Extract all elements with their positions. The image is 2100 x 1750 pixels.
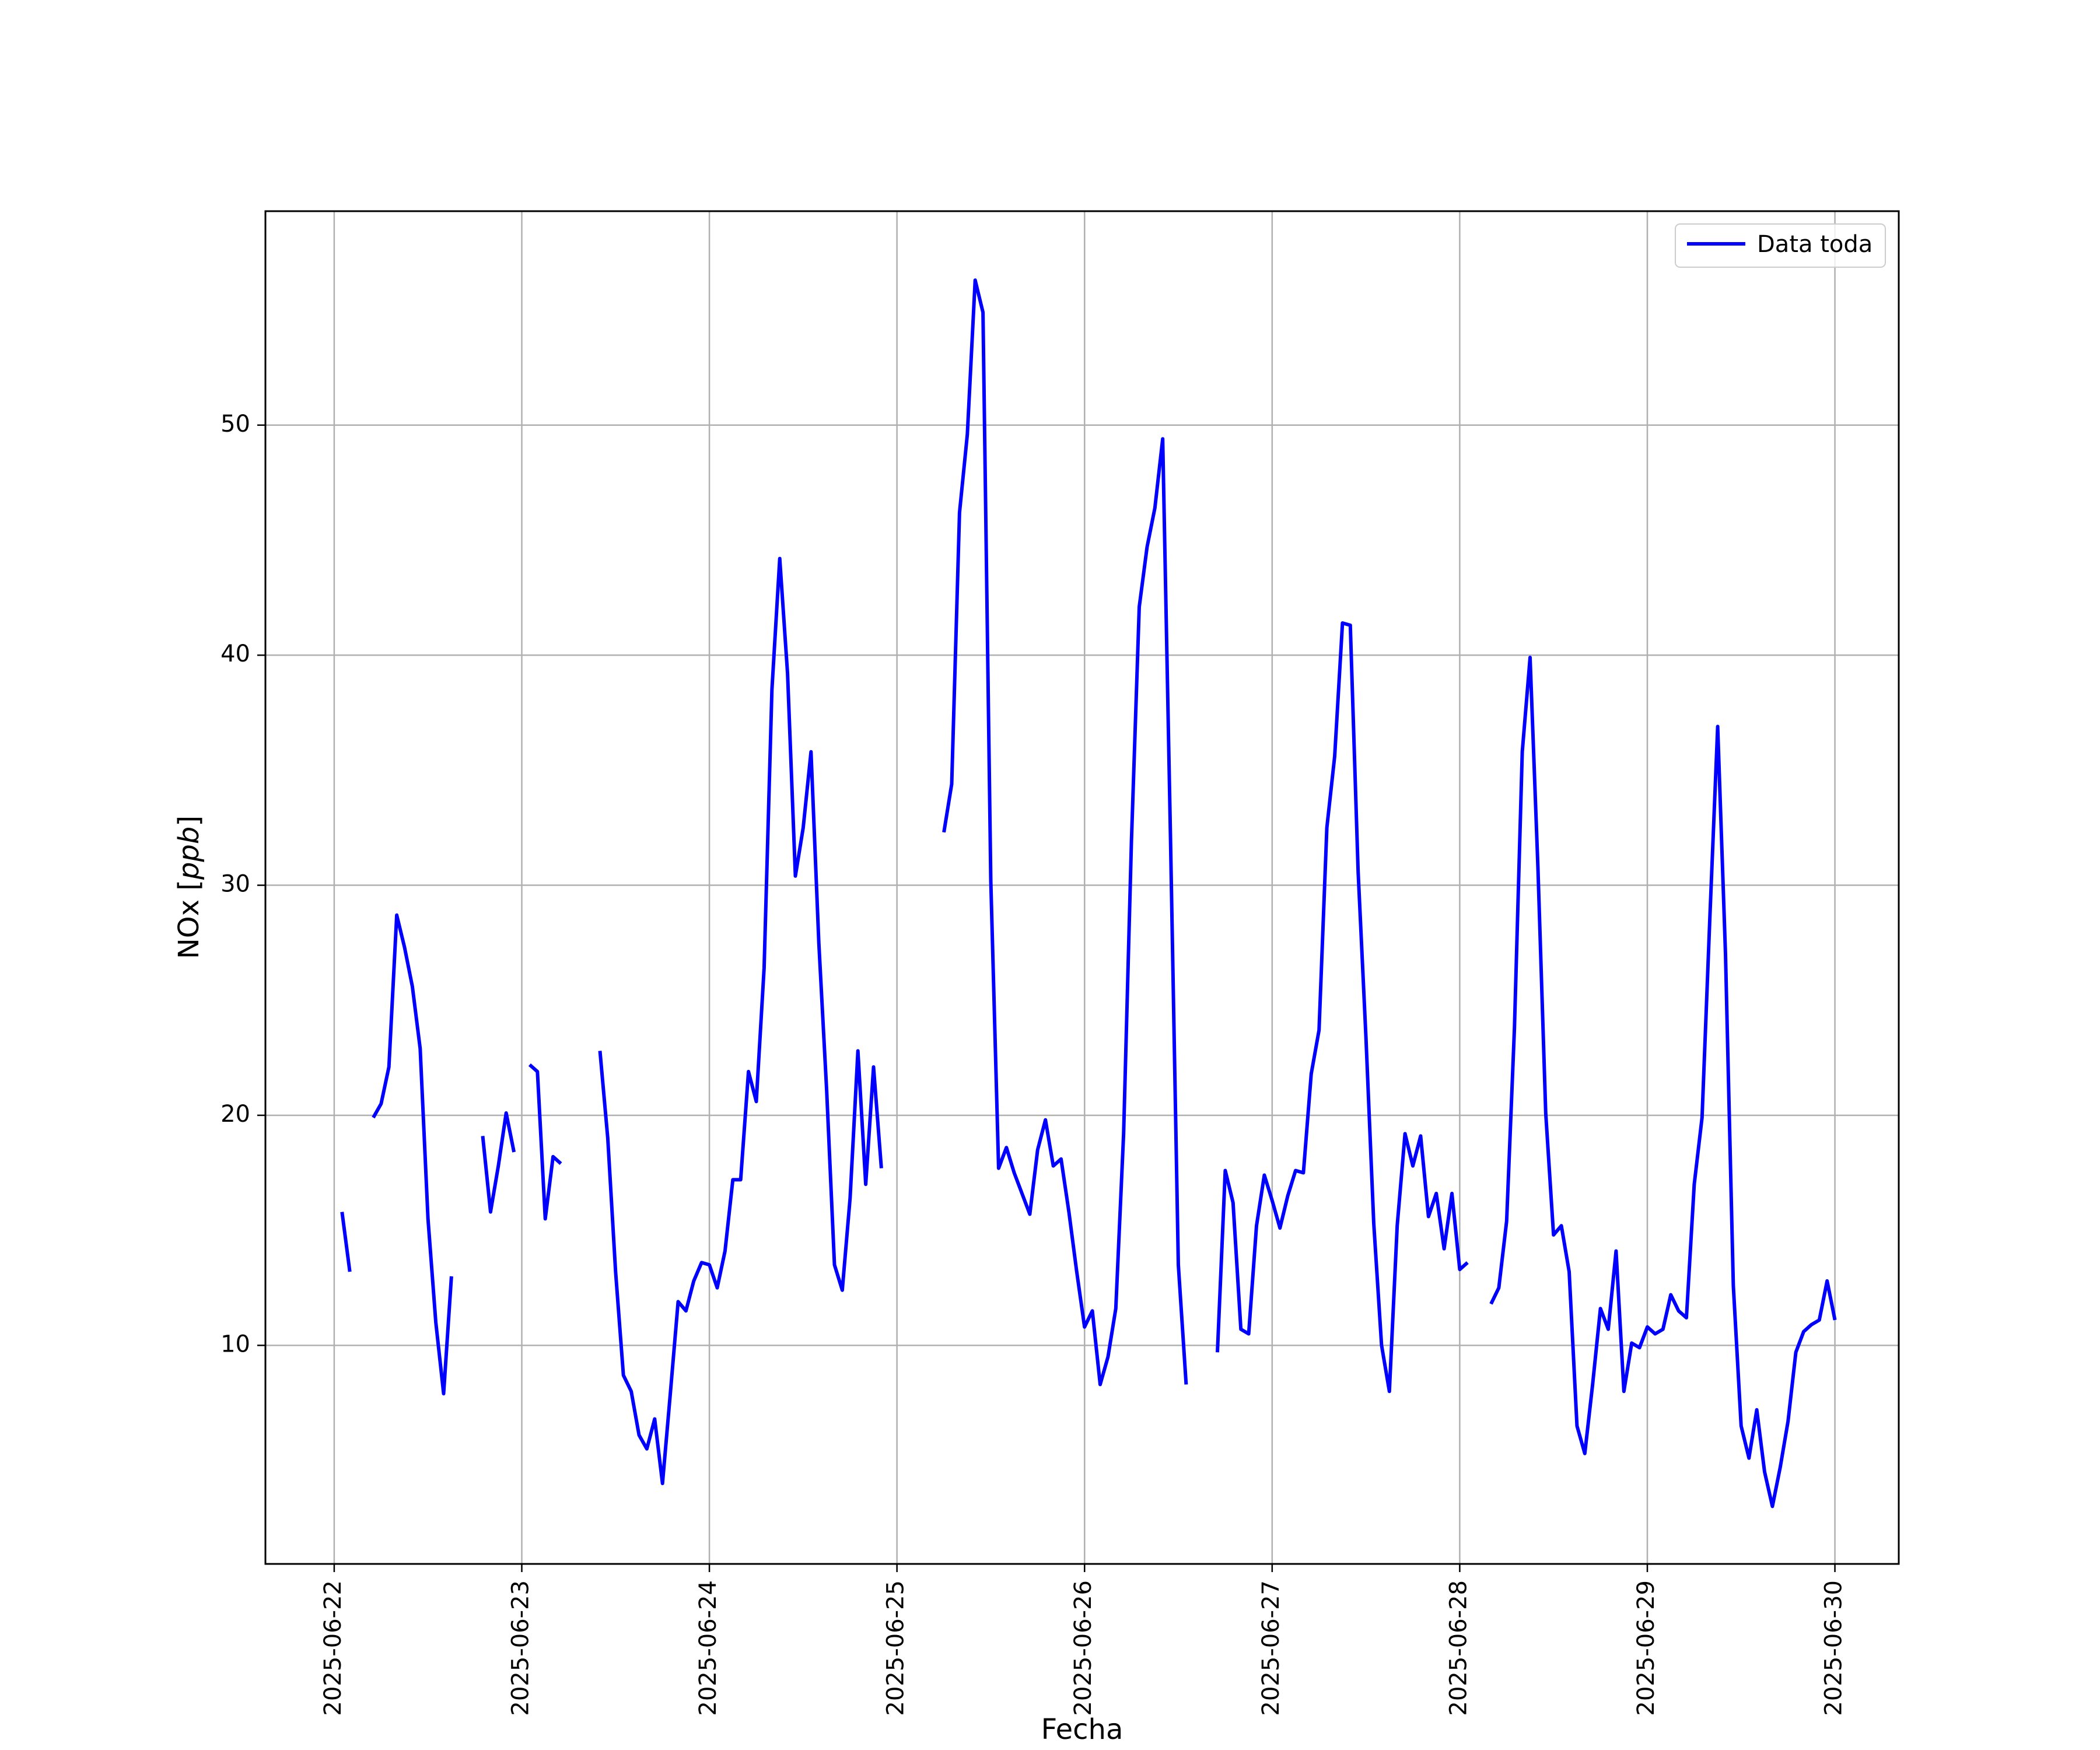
x-tick-label: 2025-06-26 (1070, 1580, 1097, 1716)
y-tick-label: 10 (220, 1331, 250, 1357)
y-tick-label: 40 (220, 640, 250, 667)
x-tick-label: 2025-06-28 (1445, 1580, 1472, 1716)
legend: Data toda (1675, 223, 1886, 268)
x-tick-label: 2025-06-29 (1633, 1580, 1660, 1716)
series-line-data-toda (340, 278, 1837, 1508)
legend-box (1675, 223, 1886, 268)
x-tick-label: 2025-06-24 (695, 1580, 722, 1716)
x-tick-label: 2025-06-30 (1821, 1580, 1847, 1716)
y-tick-label: 20 (220, 1101, 250, 1128)
y-tick-label: 30 (220, 871, 250, 898)
y-axis-label: NOx [ppb] (173, 816, 205, 959)
x-tick-label: 2025-06-23 (507, 1580, 534, 1716)
y-tick-label: 50 (220, 411, 250, 438)
plot-area (265, 211, 1899, 1564)
legend-label: Data toda (1757, 231, 1873, 258)
plot-frame (264, 210, 1900, 1565)
x-tick-label: 2025-06-27 (1258, 1580, 1284, 1716)
x-axis-label: Fecha (1041, 1713, 1124, 1746)
axis-ticks: 2025-06-22 2025-06-23 2025-06-24 2025-06-25… (220, 411, 1847, 1716)
grid-lines (265, 211, 1899, 1564)
x-tick-label: 2025-06-25 (883, 1580, 909, 1716)
series-lines (340, 278, 1837, 1508)
x-tick-label: 2025-06-22 (320, 1580, 346, 1716)
